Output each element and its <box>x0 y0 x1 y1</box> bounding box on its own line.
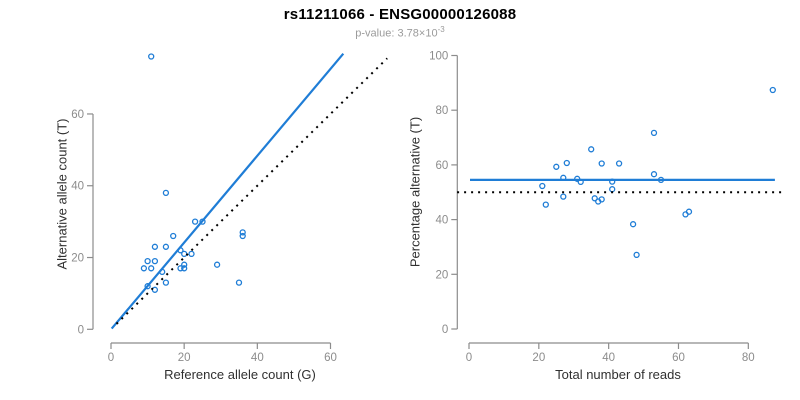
left-plot-xaxis-title: Reference allele count (G) <box>164 367 316 382</box>
right-data-point <box>633 251 640 259</box>
right-x-tick-label: 60 <box>672 352 685 364</box>
pvalue-mantissa: 3.78 <box>397 27 419 40</box>
left-data-point <box>181 261 188 268</box>
left-x-tick-label: 60 <box>324 352 337 364</box>
pvalue-exponent: -3 <box>437 25 445 34</box>
pvalue-times-ten: ×10 <box>418 27 438 40</box>
right-data-point <box>615 160 623 167</box>
right-data-point <box>682 211 689 218</box>
right-data-point <box>563 159 570 167</box>
left-data-point <box>181 250 188 258</box>
left-x-tick-label: 20 <box>178 352 191 364</box>
right-data-point <box>539 182 546 190</box>
left-data-point <box>162 189 170 197</box>
left-y-tick-label: 0 <box>78 324 84 336</box>
right-plot-xaxis-title: Total number of reads <box>555 367 681 382</box>
right-y-tick-label: 100 <box>429 51 448 63</box>
right-data-point <box>629 221 637 228</box>
identity-line <box>115 57 388 325</box>
right-data-point <box>591 195 598 202</box>
right-data-point <box>588 146 595 153</box>
left-data-point <box>162 243 170 250</box>
right-data-point <box>542 201 549 208</box>
left-y-tick-label: 20 <box>71 253 84 265</box>
left-data-point <box>213 261 221 268</box>
left-data-point <box>140 265 148 272</box>
left-y-tick-label: 40 <box>71 181 84 193</box>
left-data-point <box>239 229 246 236</box>
left-data-point <box>151 286 159 293</box>
left-data-point <box>162 279 170 286</box>
pvalue-prefix: p-value: <box>355 27 398 40</box>
right-y-tick-label: 80 <box>436 105 449 117</box>
right-data-point <box>598 160 605 167</box>
left-data-point <box>191 218 199 225</box>
left-data-point <box>170 232 177 240</box>
regression-fit-line <box>110 52 345 330</box>
page-title: rs11211066 - ENSG00000126088 <box>283 6 517 23</box>
right-data-point <box>553 163 560 170</box>
pvalue-subtitle: p-value: 3.78×10-3 <box>0 25 800 40</box>
right-y-tick-label: 20 <box>436 269 449 281</box>
right-x-tick-label: 40 <box>602 352 615 364</box>
right-data-point <box>769 86 776 94</box>
right-data-point <box>560 193 567 200</box>
left-data-point <box>188 250 195 258</box>
right-y-tick-label: 0 <box>442 324 448 336</box>
left-data-point <box>144 283 151 290</box>
right-y-tick-label: 60 <box>436 160 449 172</box>
right-data-point <box>650 171 658 178</box>
left-x-tick-label: 0 <box>108 352 114 364</box>
right-data-point <box>650 129 658 137</box>
left-data-point <box>235 279 243 286</box>
left-data-point <box>144 257 151 265</box>
right-y-tick-label: 40 <box>436 215 449 227</box>
left-data-point <box>199 218 206 225</box>
right-data-point <box>609 186 616 193</box>
left-data-point <box>181 265 188 272</box>
right-data-point <box>598 196 605 203</box>
left-y-tick-label: 60 <box>71 109 84 121</box>
left-data-point <box>151 257 159 265</box>
left-x-tick-label: 40 <box>251 352 264 364</box>
left-data-point <box>148 265 155 272</box>
left-data-point <box>148 53 155 60</box>
right-x-tick-label: 0 <box>466 352 472 364</box>
left-data-point <box>151 243 159 250</box>
right-x-tick-label: 80 <box>742 352 755 364</box>
left-data-point <box>239 232 246 240</box>
left-data-point <box>177 265 184 272</box>
right-x-tick-label: 20 <box>532 352 545 364</box>
